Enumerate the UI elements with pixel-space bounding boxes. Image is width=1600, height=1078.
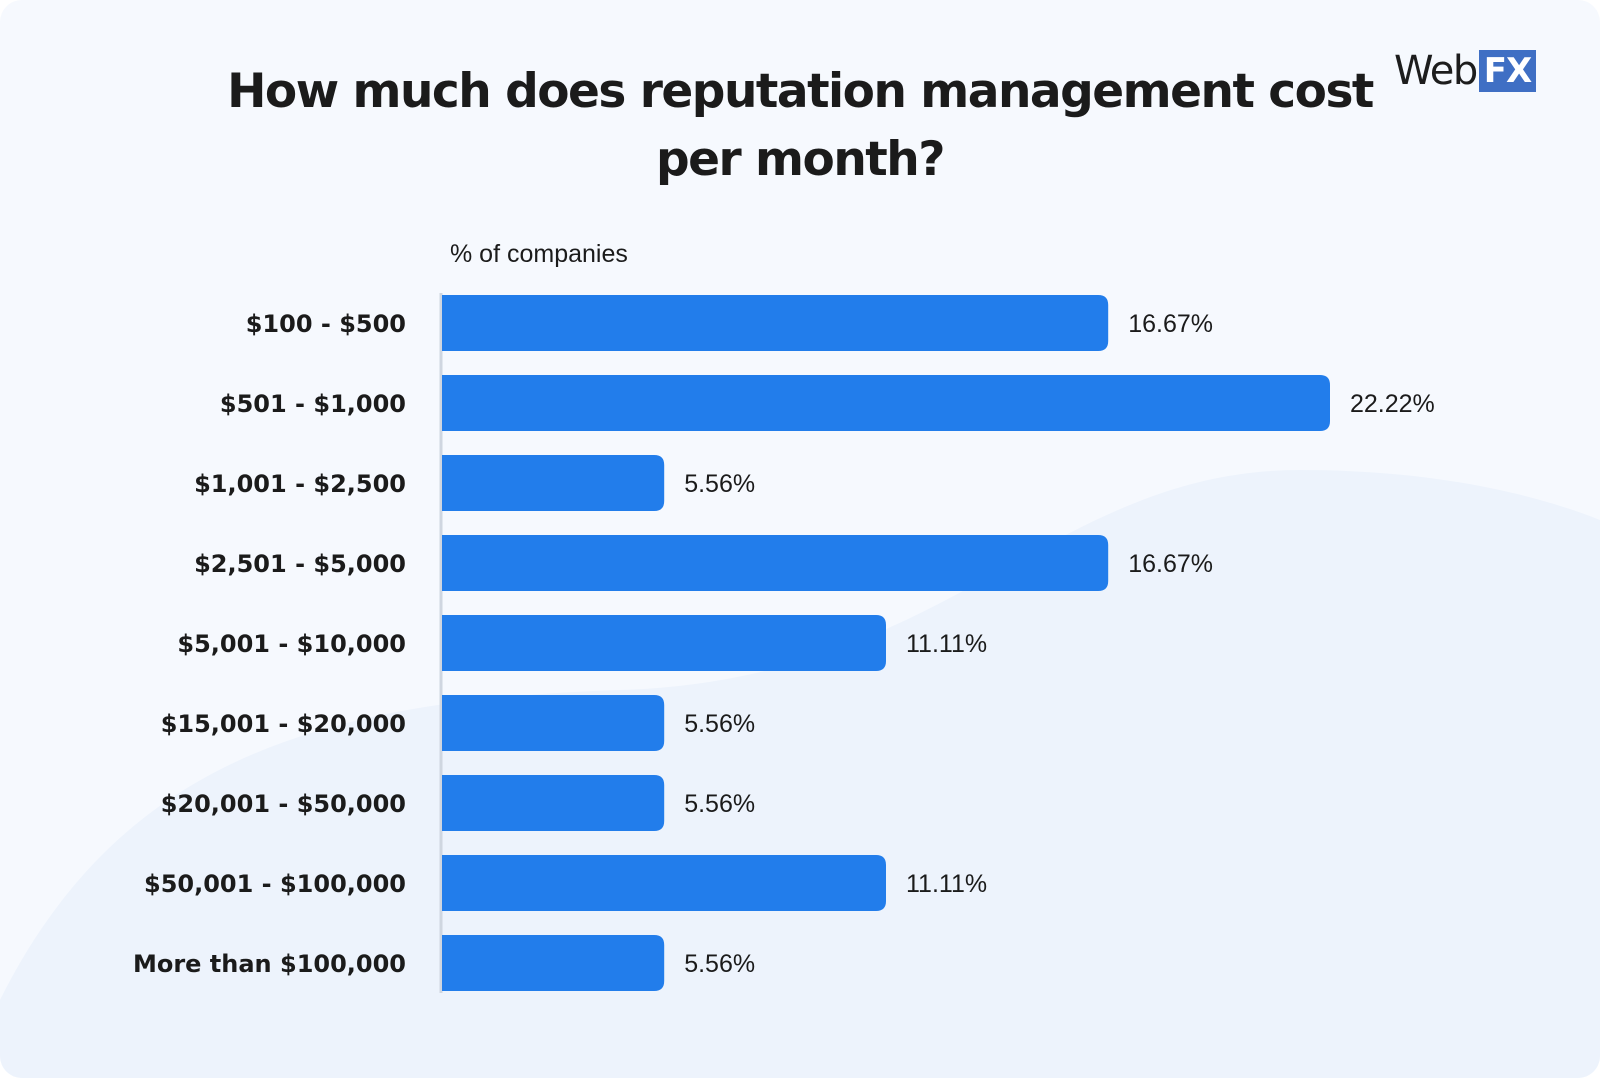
value-label: 11.11% [906, 870, 987, 898]
category-label: More than $100,000 [133, 950, 406, 978]
chart-title: How much does reputation management cost… [227, 64, 1374, 187]
category-label: $2,501 - $5,000 [194, 550, 406, 578]
value-label: 16.67% [1128, 550, 1213, 578]
value-label: 5.56% [684, 950, 755, 978]
bar-7 [442, 855, 886, 911]
bar-2 [442, 455, 665, 511]
category-label: $50,001 - $100,000 [144, 870, 406, 898]
bar-3 [442, 535, 1109, 591]
value-label: 16.67% [1128, 310, 1213, 338]
category-label: $501 - $1,000 [220, 390, 406, 418]
category-label: $5,001 - $10,000 [177, 630, 406, 658]
value-label: 5.56% [684, 470, 755, 498]
category-label: $15,001 - $20,000 [161, 710, 406, 738]
logo-badge: FX [1478, 50, 1537, 92]
x-axis-label: % of companies [450, 240, 628, 268]
bar-5 [442, 695, 665, 751]
value-label: 22.22% [1350, 390, 1435, 418]
webfx-logo: Web FX [1394, 48, 1537, 94]
bar-6 [442, 775, 665, 831]
value-label: 11.11% [906, 630, 987, 658]
value-label: 5.56% [684, 710, 755, 738]
logo-text: Web [1394, 48, 1478, 94]
category-label: $20,001 - $50,000 [161, 790, 406, 818]
bar-0 [442, 295, 1109, 351]
category-label: $1,001 - $2,500 [194, 470, 406, 498]
bar-1 [442, 375, 1330, 431]
value-label: 5.56% [684, 790, 755, 818]
category-label: $100 - $500 [246, 310, 406, 338]
bar-8 [442, 935, 665, 991]
bar-4 [442, 615, 886, 671]
